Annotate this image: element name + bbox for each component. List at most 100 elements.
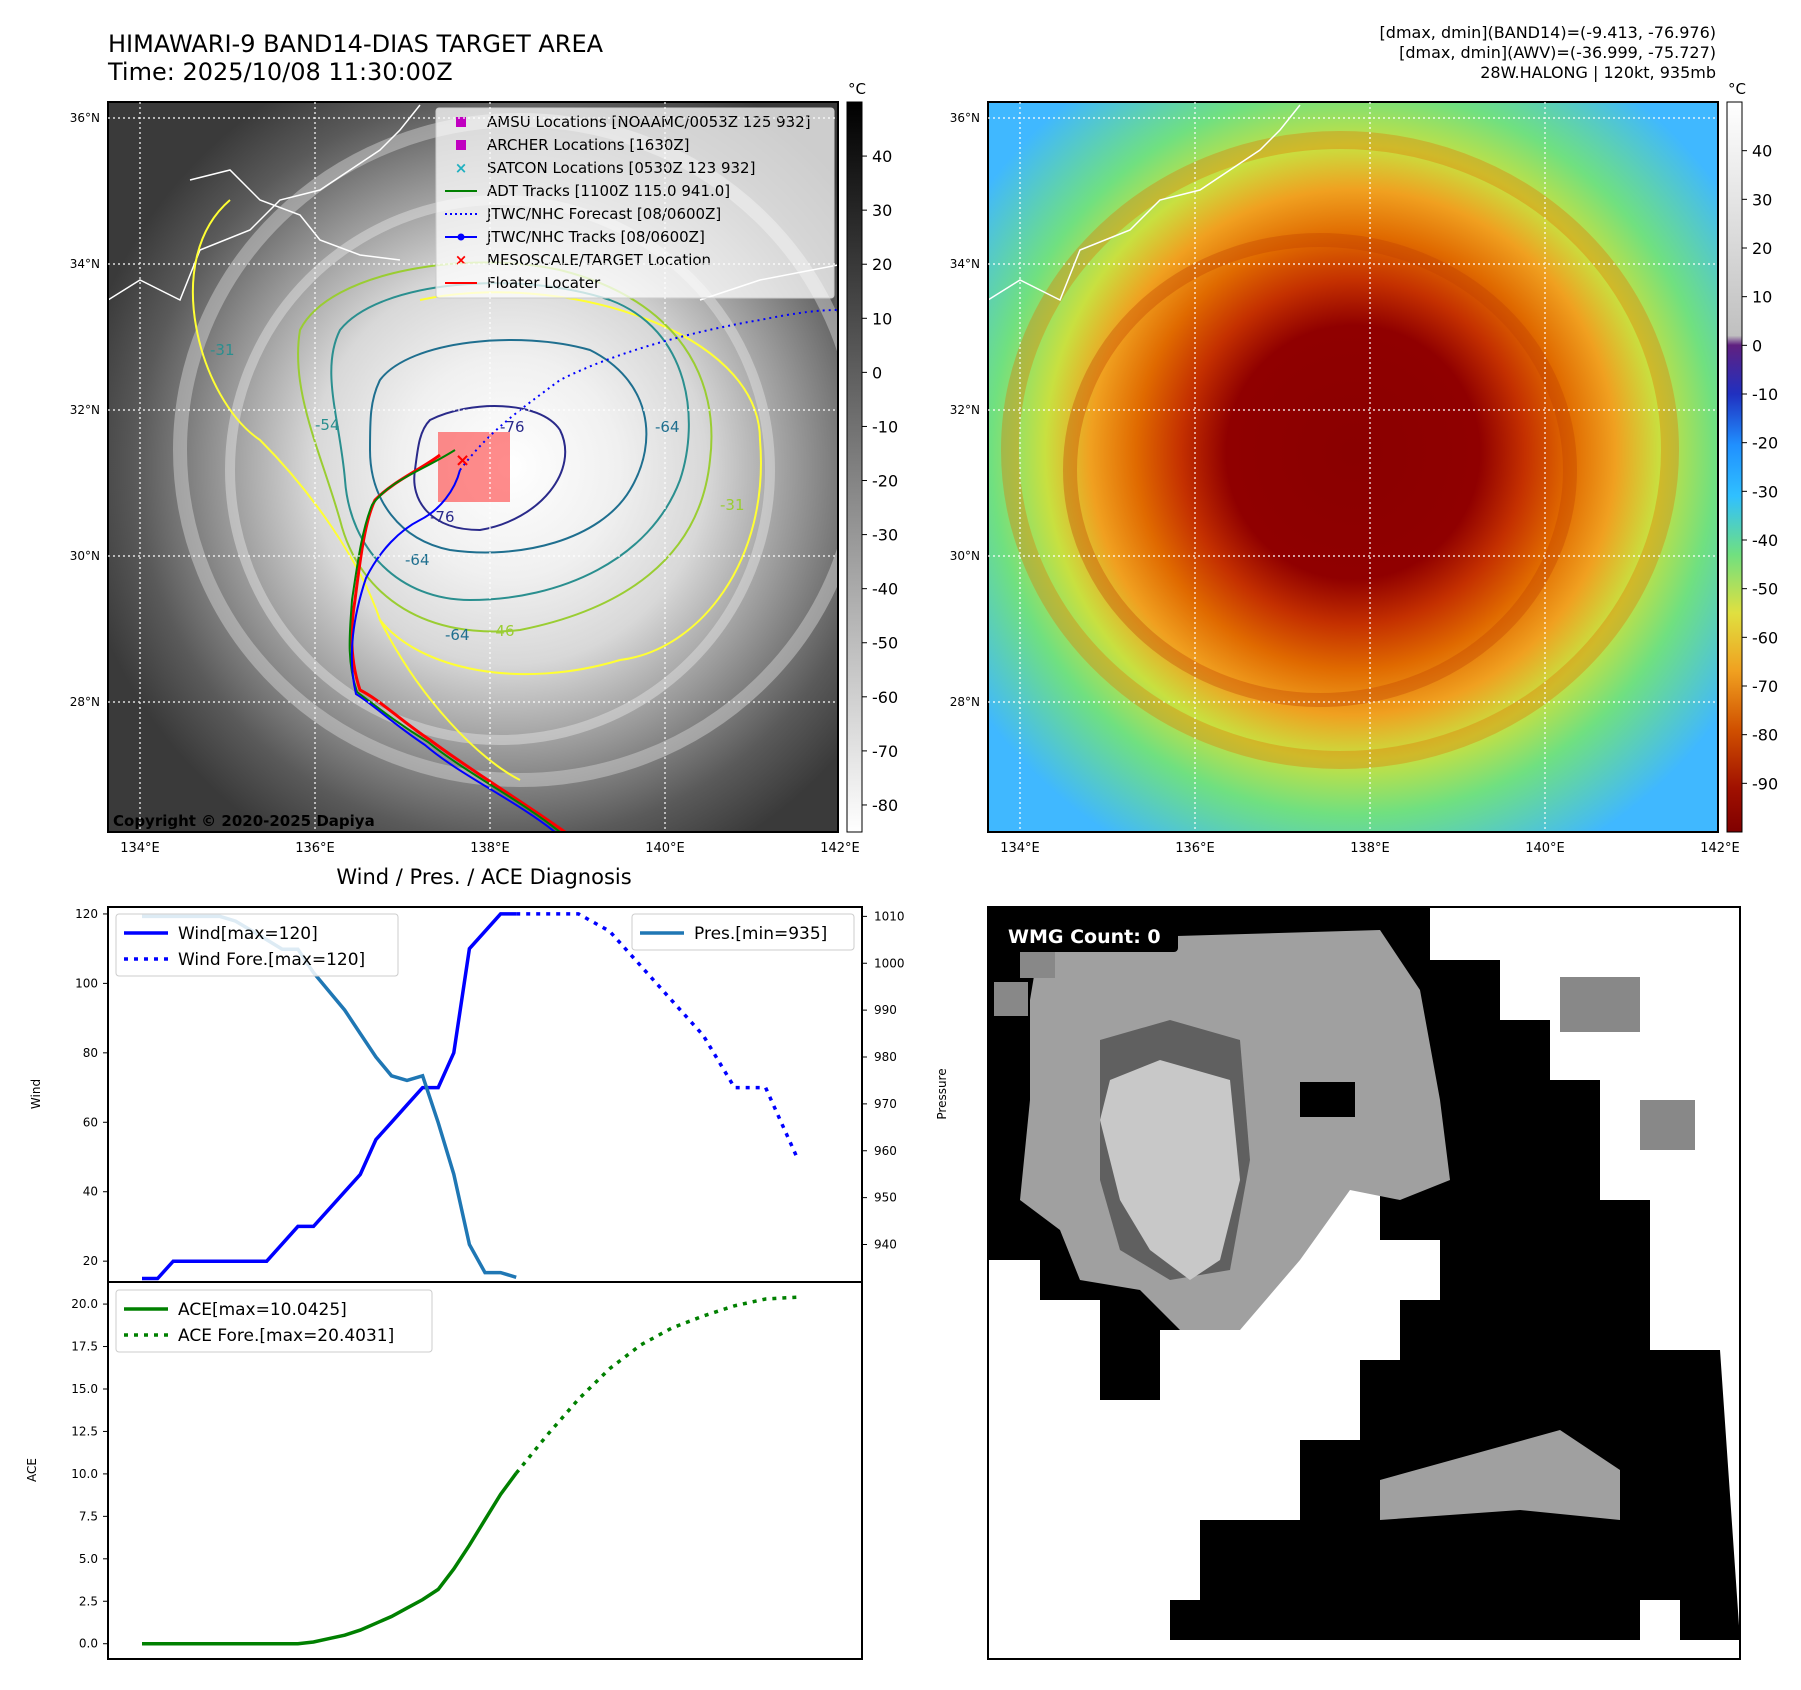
main-title: HIMAWARI-9 BAND14-DIAS TARGET AREA bbox=[108, 30, 604, 58]
legend-label-2: SATCON Locations [0530Z 123 932] bbox=[487, 159, 755, 177]
awv-colorbar-ticks: 40 30 20 10 0 -10 -20 -30 -40 -50 -60 -70 -80 -90 bbox=[1742, 142, 1778, 793]
target-area-box bbox=[438, 432, 510, 502]
ir-colorbar-bar bbox=[846, 101, 863, 833]
lon-label-1-2: 138°E bbox=[1350, 841, 1390, 856]
y2tick-label-0: 940 bbox=[874, 1238, 897, 1252]
wind-legend-label-0: Wind[max=120] bbox=[178, 924, 318, 944]
ir-map-frame bbox=[107, 101, 839, 833]
map-tick-labels: 134°E 136°E 138°E 140°E 142°E 36°N 34°N 32°N 30°… bbox=[70, 111, 1740, 856]
contour-label-6: -31 bbox=[720, 496, 745, 514]
ytick-label-acePlot-2: 5.0 bbox=[79, 1552, 98, 1566]
ir-colorbar-unit: °C bbox=[848, 80, 866, 98]
ytick-label-windPlot-1: 40 bbox=[83, 1185, 98, 1199]
colorbar-label-0-1: 30 bbox=[872, 201, 892, 220]
legend-label-5: JTWC/NHC Tracks [08/0600Z] bbox=[486, 228, 705, 246]
lon-label-0-3: 140°E bbox=[645, 841, 685, 856]
colorbar-label-1-3: 10 bbox=[1752, 288, 1772, 307]
band14-range: [dmax, dmin](BAND14)=(-9.413, -76.976) bbox=[1380, 23, 1716, 42]
colorbar-label-0-8: -40 bbox=[872, 580, 898, 599]
colorbar-label-1-13: -90 bbox=[1752, 774, 1778, 793]
series-line-windPlot-0 bbox=[142, 912, 517, 1281]
legend-label-6: MESOSCALE/TARGET Location bbox=[487, 251, 711, 269]
colorbar-label-0-11: -70 bbox=[872, 742, 898, 761]
wmg-gray-patch-2 bbox=[1640, 1100, 1695, 1150]
ytick-label-acePlot-5: 12.5 bbox=[71, 1424, 98, 1438]
wind-pressure-panel: Wind Pressure 20 40 60 80 100 120 940 950 960 970… bbox=[29, 906, 949, 1283]
lon-label-1-4: 142°E bbox=[1700, 841, 1740, 856]
ytick-label-windPlot-5: 120 bbox=[75, 907, 98, 921]
coastline-shikoku bbox=[189, 169, 401, 261]
awv-colorbar-bar bbox=[1726, 101, 1743, 833]
lat-label-1-2: 32°N bbox=[950, 403, 980, 417]
colorbar-label-0-3: 10 bbox=[872, 309, 892, 328]
wind-pressure-plot: 20 40 60 80 100 120 940 950 960 970 980 990 1000 1010… bbox=[75, 907, 905, 1281]
legend-label-3: ADT Tracks [1100Z 115.0 941.0] bbox=[487, 182, 730, 200]
lon-label-0-4: 142°E bbox=[820, 841, 860, 856]
colorbar-label-1-8: -40 bbox=[1752, 531, 1778, 550]
lat-label-1-0: 36°N bbox=[950, 111, 980, 125]
colorbar-label-1-9: -50 bbox=[1752, 580, 1778, 599]
legend-point-5 bbox=[457, 233, 465, 241]
colorbar-label-1-10: -60 bbox=[1752, 628, 1778, 647]
ace-axis-label: ACE bbox=[25, 1458, 39, 1482]
wmg-frame bbox=[987, 906, 1741, 1660]
wind-legend-label-1: Wind Fore.[max=120] bbox=[178, 950, 365, 970]
ace-panel: ACE 0.0 2.5 5.0 7.5 10.0 12.5 15.0 17.5 20.0 ACE[… bbox=[25, 1281, 863, 1660]
colorbar-label-0-7: -30 bbox=[872, 526, 898, 545]
contour-label-9: -46 bbox=[490, 622, 515, 640]
wmg-content bbox=[988, 907, 1740, 1640]
lat-label-0-4: 28°N bbox=[70, 695, 100, 709]
colorbar-label-0-0: 40 bbox=[872, 147, 892, 166]
y2tick-label-4: 980 bbox=[874, 1050, 897, 1064]
wmg-gray-region-south bbox=[1380, 1430, 1620, 1520]
y2tick-label-6: 1000 bbox=[874, 956, 905, 970]
ace-legend-label-1: ACE Fore.[max=20.4031] bbox=[178, 1326, 394, 1346]
y2tick-label-7: 1010 bbox=[874, 909, 905, 923]
lat-label-0-3: 30°N bbox=[70, 549, 100, 563]
ir-colorbar: °C 40 30 20 10 0 -10 -20 -30 -40 -50 -60 -70 -80 bbox=[846, 80, 898, 833]
pres-legend-label-0: Pres.[min=935] bbox=[694, 924, 827, 944]
map-legend: AMSU Locations [NOAAMC/0053Z 125 932] ARC… bbox=[435, 107, 835, 299]
contour-minus31-west bbox=[191, 199, 521, 781]
legend-label-1: ARCHER Locations [1630Z] bbox=[487, 136, 690, 154]
ace-legend-label-0: ACE[max=10.0425] bbox=[178, 1300, 347, 1320]
jtwc-track bbox=[350, 469, 556, 832]
contour-label-4: -76 bbox=[430, 508, 455, 526]
ir-colorbar-ticks: 40 30 20 10 0 -10 -20 -30 -40 -50 -60 -70 -80 bbox=[862, 147, 898, 815]
lat-label-0-1: 34°N bbox=[70, 257, 100, 271]
contour-label-2: -54 bbox=[315, 416, 340, 434]
legend-marker-2: × bbox=[455, 159, 468, 177]
awv-colorbar: °C 40 30 20 10 0 -10 -20 -30 -40 -50 -60 -70 -80 -90 bbox=[1726, 80, 1778, 833]
target-location-marker: × bbox=[455, 450, 470, 471]
wmg-panel: WMG Count: 0 bbox=[987, 906, 1741, 1660]
ytick-label-acePlot-8: 20.0 bbox=[71, 1297, 98, 1311]
ytick-label-windPlot-4: 100 bbox=[75, 976, 98, 990]
adt-track bbox=[348, 449, 561, 832]
jtwc-forecast-track bbox=[459, 309, 838, 471]
contour-label-1: -31 bbox=[210, 341, 235, 359]
pres-legend-box bbox=[631, 913, 855, 951]
awv-map-frame bbox=[987, 101, 1719, 833]
colorbar-label-0-5: -10 bbox=[872, 417, 898, 436]
lon-label-0-2: 138°E bbox=[470, 841, 510, 856]
colorbar-label-1-12: -80 bbox=[1752, 726, 1778, 745]
diagnosis-title: Wind / Pres. / ACE Diagnosis bbox=[336, 865, 631, 889]
contour-minus64 bbox=[368, 339, 648, 554]
colorbar-label-0-12: -80 bbox=[872, 796, 898, 815]
series-line-acePlot-0 bbox=[142, 1472, 518, 1646]
awv-range: [dmax, dmin](AWV)=(-36.999, -75.727) bbox=[1399, 43, 1716, 62]
wmg-black-patch bbox=[1300, 1082, 1355, 1117]
contour-label-8: -64 bbox=[445, 626, 470, 644]
awv-map-panel bbox=[987, 101, 1719, 833]
y2tick-label-3: 970 bbox=[874, 1097, 897, 1111]
y2tick-label-1: 950 bbox=[874, 1191, 897, 1205]
legend-marker-6: × bbox=[455, 251, 468, 269]
ytick-label-acePlot-6: 15.0 bbox=[71, 1382, 98, 1396]
awv-band-mid bbox=[1063, 233, 1577, 707]
awv-map-content bbox=[988, 104, 1679, 769]
wind-axis-label: Wind bbox=[29, 1079, 43, 1109]
legend-box bbox=[435, 107, 835, 299]
lat-label-1-4: 28°N bbox=[950, 695, 980, 709]
colorbar-label-1-1: 30 bbox=[1752, 190, 1772, 209]
map-gridlines bbox=[108, 102, 1721, 832]
